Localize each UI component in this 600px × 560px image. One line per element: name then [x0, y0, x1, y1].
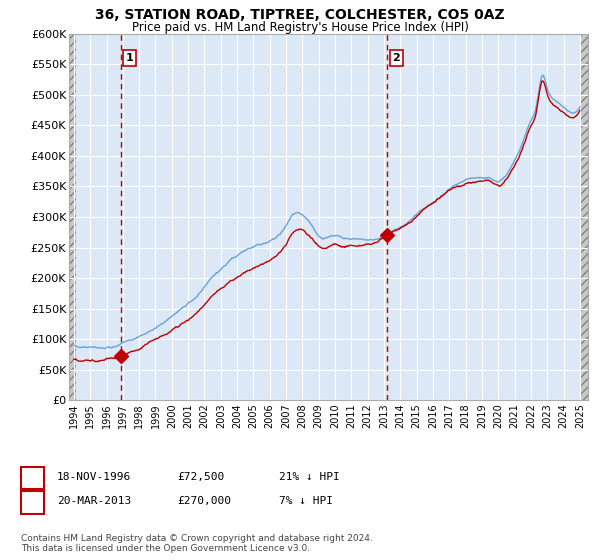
Text: Price paid vs. HM Land Registry's House Price Index (HPI): Price paid vs. HM Land Registry's House … — [131, 21, 469, 34]
Text: £270,000: £270,000 — [177, 496, 231, 506]
Bar — [69, 34, 76, 400]
Text: 2: 2 — [28, 494, 37, 508]
Text: 21% ↓ HPI: 21% ↓ HPI — [279, 472, 340, 482]
Text: 20-MAR-2013: 20-MAR-2013 — [57, 496, 131, 506]
Text: 18-NOV-1996: 18-NOV-1996 — [57, 472, 131, 482]
Text: 2: 2 — [392, 53, 400, 63]
Text: 36, STATION ROAD, TIPTREE, COLCHESTER, CO5 0AZ: 36, STATION ROAD, TIPTREE, COLCHESTER, C… — [95, 8, 505, 22]
Text: Contains HM Land Registry data © Crown copyright and database right 2024.
This d: Contains HM Land Registry data © Crown c… — [21, 534, 373, 553]
Text: 7% ↓ HPI: 7% ↓ HPI — [279, 496, 333, 506]
Text: 1: 1 — [28, 470, 37, 484]
Bar — [580, 34, 588, 400]
Text: 1: 1 — [126, 53, 134, 63]
Text: £72,500: £72,500 — [177, 472, 224, 482]
